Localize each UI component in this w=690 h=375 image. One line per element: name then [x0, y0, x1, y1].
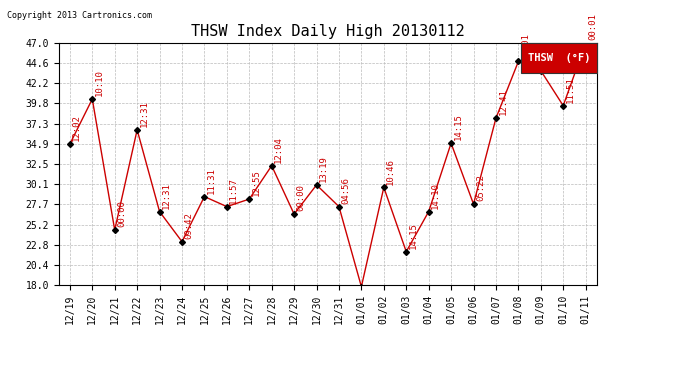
- Text: 12:41: 12:41: [498, 88, 507, 116]
- Text: 14:15: 14:15: [453, 114, 462, 140]
- Text: 13:19: 13:19: [319, 155, 328, 182]
- Title: THSW Index Daily High 20130112: THSW Index Daily High 20130112: [191, 24, 464, 39]
- Text: 11:57: 11:57: [229, 177, 238, 204]
- Text: 12:31: 12:31: [139, 100, 148, 127]
- Text: 09:42: 09:42: [184, 212, 193, 239]
- Text: 12:31: 12:31: [162, 182, 171, 209]
- Text: 05:22: 05:22: [476, 174, 485, 201]
- Text: 00:00: 00:00: [297, 184, 306, 211]
- Text: 14:10: 14:10: [431, 182, 440, 209]
- Text: 12:19: 12:19: [0, 374, 1, 375]
- Text: 11:31: 11:31: [207, 167, 216, 194]
- Text: 10:46: 10:46: [386, 158, 395, 184]
- Text: Copyright 2013 Cartronics.com: Copyright 2013 Cartronics.com: [7, 11, 152, 20]
- Text: 12:55: 12:55: [252, 170, 261, 196]
- Text: 12:04: 12:04: [274, 136, 283, 163]
- Text: 12:02: 12:02: [72, 114, 81, 141]
- Text: 10:10: 10:10: [95, 69, 103, 96]
- Text: THSW  (°F): THSW (°F): [528, 53, 590, 63]
- Text: 13:01: 13:01: [521, 32, 530, 59]
- Text: 11:51: 11:51: [566, 76, 575, 103]
- Text: 00:00: 00:00: [117, 200, 126, 227]
- Text: 10:02: 10:02: [543, 41, 552, 68]
- Text: 04:56: 04:56: [342, 177, 351, 204]
- Text: 00:01: 00:01: [588, 13, 597, 40]
- Text: 14:15: 14:15: [408, 222, 417, 249]
